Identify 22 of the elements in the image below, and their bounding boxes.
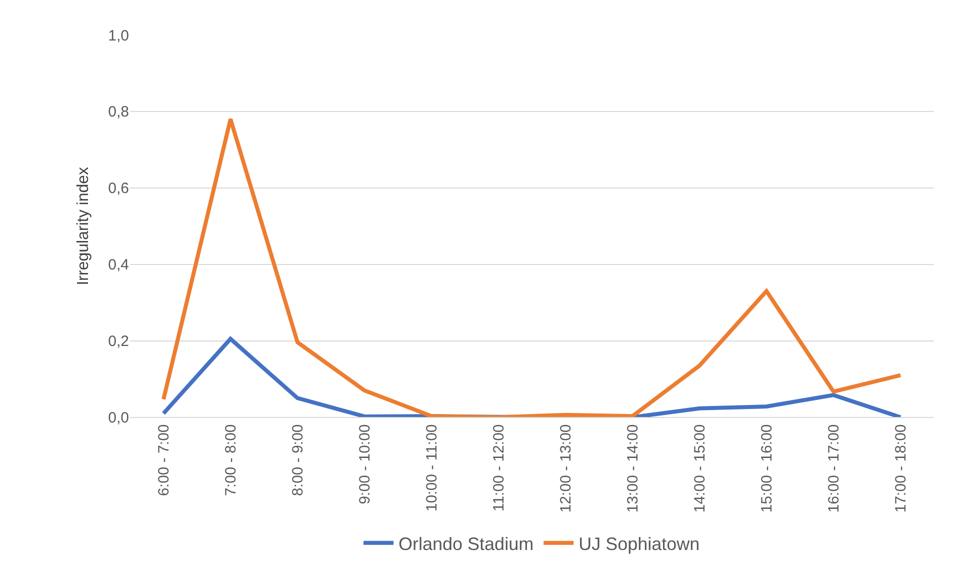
x-tick-label: 17:00 - 18:00 <box>892 424 910 513</box>
legend-label: Orlando Stadium <box>398 534 534 554</box>
x-tick-label: 9:00 - 10:00 <box>356 424 374 504</box>
y-axis-title: Irregularity index <box>75 166 92 286</box>
x-tick-label: 7:00 - 8:00 <box>222 424 240 496</box>
y-tick-label: 0,4 <box>108 256 129 274</box>
y-tick-label: 0,2 <box>108 333 129 350</box>
x-tick-label: 8:00 - 9:00 <box>289 424 306 496</box>
legend-label: UJ Sophiatown <box>578 534 700 554</box>
x-tick-label: 10:00 - 11:00 <box>423 424 440 512</box>
x-tick-label: 13:00 - 14:00 <box>624 424 642 513</box>
x-tick-label: 14:00 - 15:00 <box>691 424 708 513</box>
x-tick-label: 12:00 - 13:00 <box>557 424 574 513</box>
x-tick-label: 6:00 - 7:00 <box>155 424 172 496</box>
y-tick-label: 0,0 <box>108 409 129 426</box>
x-tick-label: 11:00 - 12:00 <box>490 424 508 512</box>
y-tick-label: 0,6 <box>108 180 129 198</box>
x-tick-label: 16:00 - 17:00 <box>825 424 842 513</box>
y-tick-label: 0,8 <box>108 104 129 121</box>
x-tick-label: 15:00 - 16:00 <box>758 424 776 513</box>
y-tick-label: 1,0 <box>108 27 129 44</box>
line-series <box>162 117 902 418</box>
